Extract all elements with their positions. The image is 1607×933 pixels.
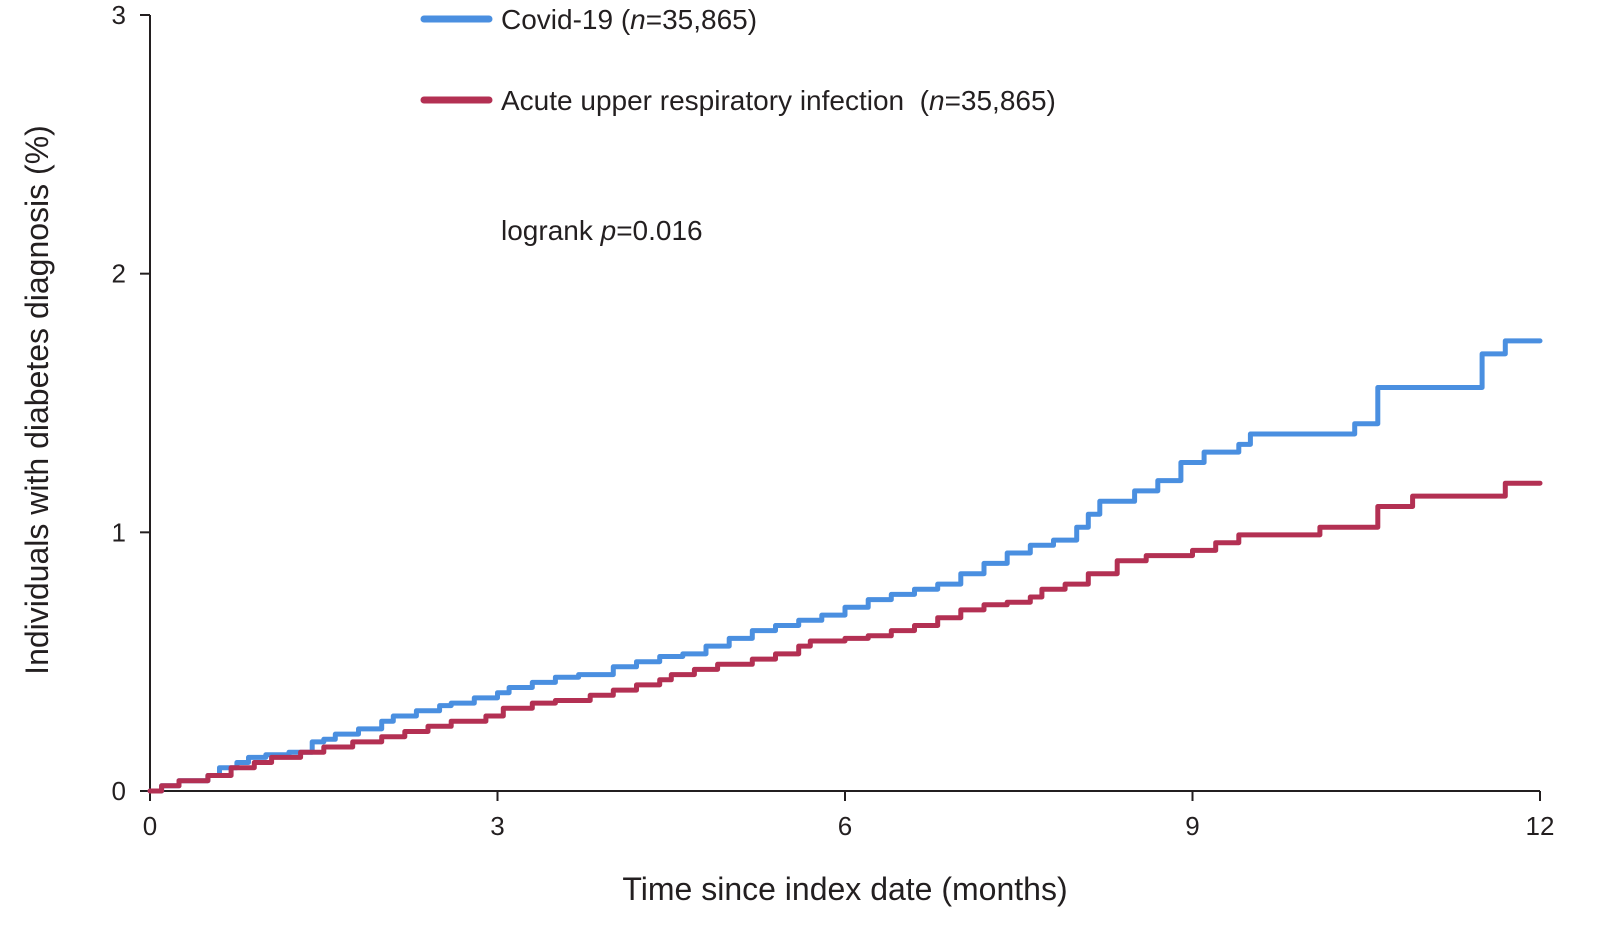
x-tick-label: 0 — [143, 811, 157, 841]
series-line-covid — [147, 338, 1543, 794]
x-axis-ticks: 0 3 6 9 12 — [143, 791, 1555, 841]
x-tick-label: 12 — [1526, 811, 1555, 841]
y-tick-label: 3 — [112, 0, 126, 30]
y-tick-label: 1 — [112, 517, 126, 547]
y-tick-label: 0 — [112, 776, 126, 806]
logrank-annotation: logrank p=0.016 — [501, 215, 703, 246]
y-tick-label: 2 — [112, 259, 126, 289]
x-tick-label: 9 — [1185, 811, 1199, 841]
legend: Covid-19 (n=35,865) Acute upper respirat… — [420, 4, 1056, 116]
legend-item-covid: Covid-19 (n=35,865) — [420, 4, 757, 35]
x-axis-title: Time since index date (months) — [622, 871, 1067, 907]
x-tick-label: 3 — [490, 811, 504, 841]
legend-label-covid: Covid-19 (n=35,865) — [501, 4, 757, 35]
legend-item-auri: Acute upper respiratory infection (n=35,… — [420, 85, 1056, 116]
x-tick-label: 6 — [838, 811, 852, 841]
series-layer — [147, 338, 1543, 794]
y-axis-ticks: 0 1 2 3 — [112, 0, 150, 806]
legend-label-auri: Acute upper respiratory infection (n=35,… — [501, 85, 1056, 116]
series-line-auri — [147, 480, 1543, 794]
y-axis-title: Individuals with diabetes diagnosis (%) — [19, 125, 55, 675]
axes — [149, 15, 1540, 792]
